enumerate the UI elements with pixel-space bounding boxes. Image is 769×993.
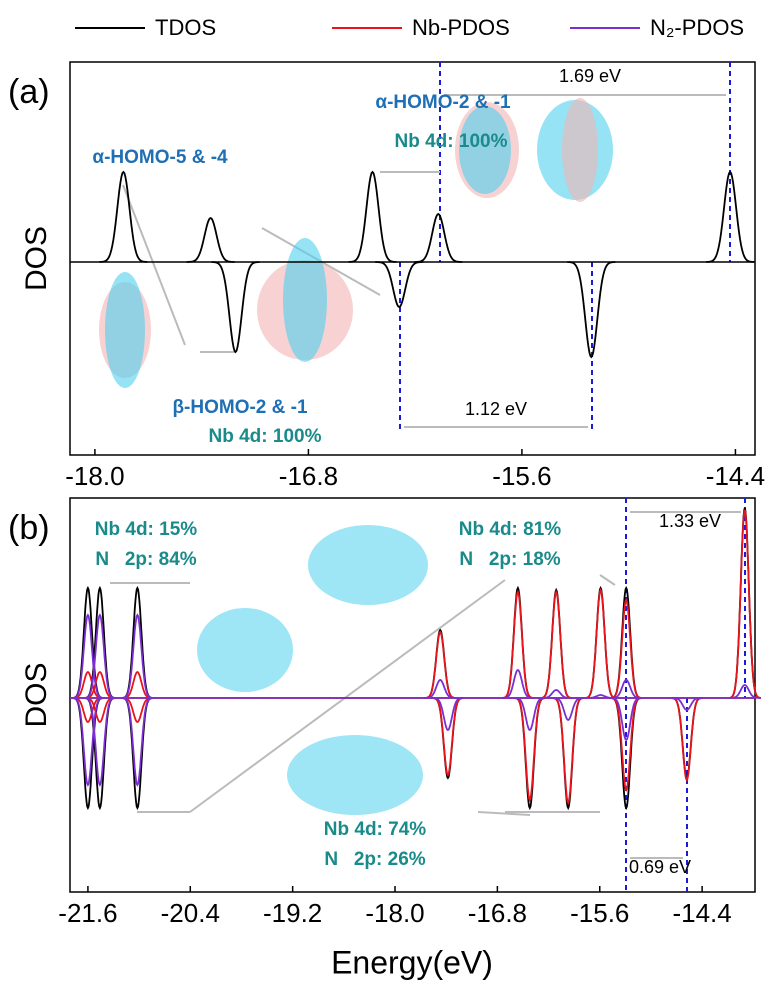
peak [514, 698, 546, 800]
y-axis-label: DOS [20, 662, 53, 727]
peak [424, 630, 456, 698]
x-tick-label: -18.0 [65, 461, 124, 491]
annotation: N 2p: 26% [324, 849, 425, 870]
legend-label: N₂-PDOS [650, 15, 744, 40]
legend-label: TDOS [155, 15, 216, 40]
peak [84, 698, 116, 808]
series [70, 172, 755, 357]
peak [540, 590, 572, 698]
annotation: Nb 4d: 15% [95, 519, 198, 540]
peak [121, 588, 153, 698]
peak [502, 592, 534, 698]
peak [514, 698, 546, 808]
x-tick-label: -14.4 [672, 898, 731, 928]
peak [72, 698, 104, 785]
annotation: α-HOMO-5 & -4 [92, 147, 228, 168]
legend-label: Nb-PDOS [412, 15, 510, 40]
x-tick-label: -15.6 [492, 461, 551, 491]
peak [502, 588, 534, 698]
peak [121, 615, 153, 698]
x-tick-label: -19.2 [263, 898, 322, 928]
gap-label: 1.12 eV [465, 399, 527, 419]
annotation: Nb 4d: 100% [395, 131, 508, 152]
peak [610, 600, 642, 698]
peak [432, 698, 464, 775]
x-tick-label: -21.6 [58, 898, 117, 928]
x-tick-label: -20.4 [161, 898, 220, 928]
x-tick-label: -16.8 [468, 898, 527, 928]
figure: TDOS Nb-PDOS N₂-PDOS (a) DOS -18.0 -16.8 -15.6 -… [0, 0, 769, 988]
peak [540, 592, 572, 698]
peak [514, 698, 546, 730]
peak [84, 588, 116, 698]
peak [432, 698, 464, 778]
peak [121, 698, 153, 785]
peak [552, 698, 584, 808]
peak [72, 588, 104, 698]
peak [585, 588, 617, 698]
x-tick-label: -18.0 [365, 898, 424, 928]
x-axis-label: Energy(eV) [331, 944, 493, 980]
x-tick-label: -16.8 [279, 461, 338, 491]
peak [121, 698, 153, 808]
annotation: Nb 4d: 100% [209, 426, 322, 447]
gap-label: 1.69 eV [559, 66, 621, 86]
annotation: N 2p: 84% [95, 549, 196, 570]
peak [212, 262, 260, 352]
annotation: Nb 4d: 81% [459, 519, 562, 540]
peak [414, 214, 462, 262]
arrows [110, 95, 741, 858]
peak [552, 698, 584, 803]
peak [349, 172, 397, 262]
annotation: Nb 4d: 74% [324, 819, 427, 840]
peak [432, 698, 464, 730]
peak [72, 615, 104, 698]
peak [84, 698, 116, 785]
x-tick-label: -15.6 [570, 898, 629, 928]
y-axis-label: DOS [20, 226, 53, 291]
peak [84, 615, 116, 698]
peak [187, 218, 235, 262]
panel-label: (b) [8, 509, 50, 547]
peak [585, 590, 617, 698]
gap-label: 0.69 eV [629, 857, 691, 877]
panel-label: (a) [8, 73, 50, 111]
gap-label: 1.33 eV [659, 511, 721, 531]
x-tick-label: -14.4 [706, 461, 765, 491]
peak [424, 632, 456, 698]
annotation: α-HOMO-2 & -1 [375, 92, 511, 113]
annotation: β-HOMO-2 & -1 [172, 397, 308, 418]
peak [72, 698, 104, 808]
annotation: N 2p: 18% [459, 549, 560, 570]
